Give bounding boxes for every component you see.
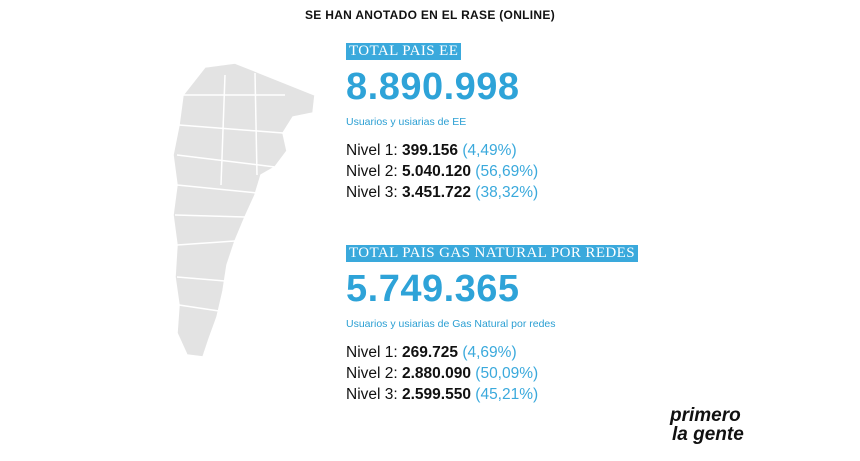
level-name: Nivel 1: [346,142,398,159]
ee-total: 8.890.998 [346,66,520,108]
level-name: Nivel 3: [346,386,398,403]
ee-label: TOTAL PAIS EE [346,43,462,60]
level-percent: (4,49%) [462,142,517,159]
level-name: Nivel 3: [346,184,398,201]
ee-level-row: Nivel 2: 5.040.120 (56,69%) [346,161,538,182]
level-percent: (45,21%) [475,386,539,403]
gas-level-row: Nivel 1: 269.725 (4,69%) [346,342,638,363]
page-title: SE HAN ANOTADO EN EL RASE (ONLINE) [305,8,555,22]
gas-label: TOTAL PAIS GAS NATURAL POR REDES [346,245,638,262]
argentina-map-icon [172,62,316,358]
gas-level-row: Nivel 3: 2.599.550 (45,21%) [346,384,638,405]
ee-level-row: Nivel 1: 399.156 (4,49%) [346,140,538,161]
level-name: Nivel 2: [346,163,398,180]
ee-level-row: Nivel 3: 3.451.722 (38,32%) [346,182,538,203]
level-value: 3.451.722 [402,184,471,201]
level-name: Nivel 2: [346,365,398,382]
level-value: 269.725 [402,344,459,361]
ee-subtitle: Usuarios y usiarias de EE [346,116,467,128]
level-value: 2.599.550 [402,386,471,403]
logo-line-2: la gente [672,424,744,445]
gas-level-row: Nivel 2: 2.880.090 (50,09%) [346,363,638,384]
level-percent: (38,32%) [475,184,539,201]
ee-section: TOTAL PAIS EE 8.890.998 Usuarios y usiar… [346,42,538,203]
level-percent: (4,69%) [462,344,517,361]
logo-line-1: primero [670,405,741,426]
level-percent: (56,69%) [475,163,539,180]
gas-total: 5.749.365 [346,268,520,310]
gas-levels: Nivel 1: 269.725 (4,69%) Nivel 2: 2.880.… [346,342,638,405]
level-value: 2.880.090 [402,365,471,382]
level-name: Nivel 1: [346,344,398,361]
ee-levels: Nivel 1: 399.156 (4,49%) Nivel 2: 5.040.… [346,140,538,203]
gas-section: TOTAL PAIS GAS NATURAL POR REDES 5.749.3… [346,244,638,405]
level-percent: (50,09%) [475,365,539,382]
level-value: 399.156 [402,142,459,159]
gas-subtitle: Usuarios y usiarias de Gas Natural por r… [346,318,556,330]
level-value: 5.040.120 [402,163,471,180]
primero-la-gente-logo: primero la gente [670,406,744,444]
